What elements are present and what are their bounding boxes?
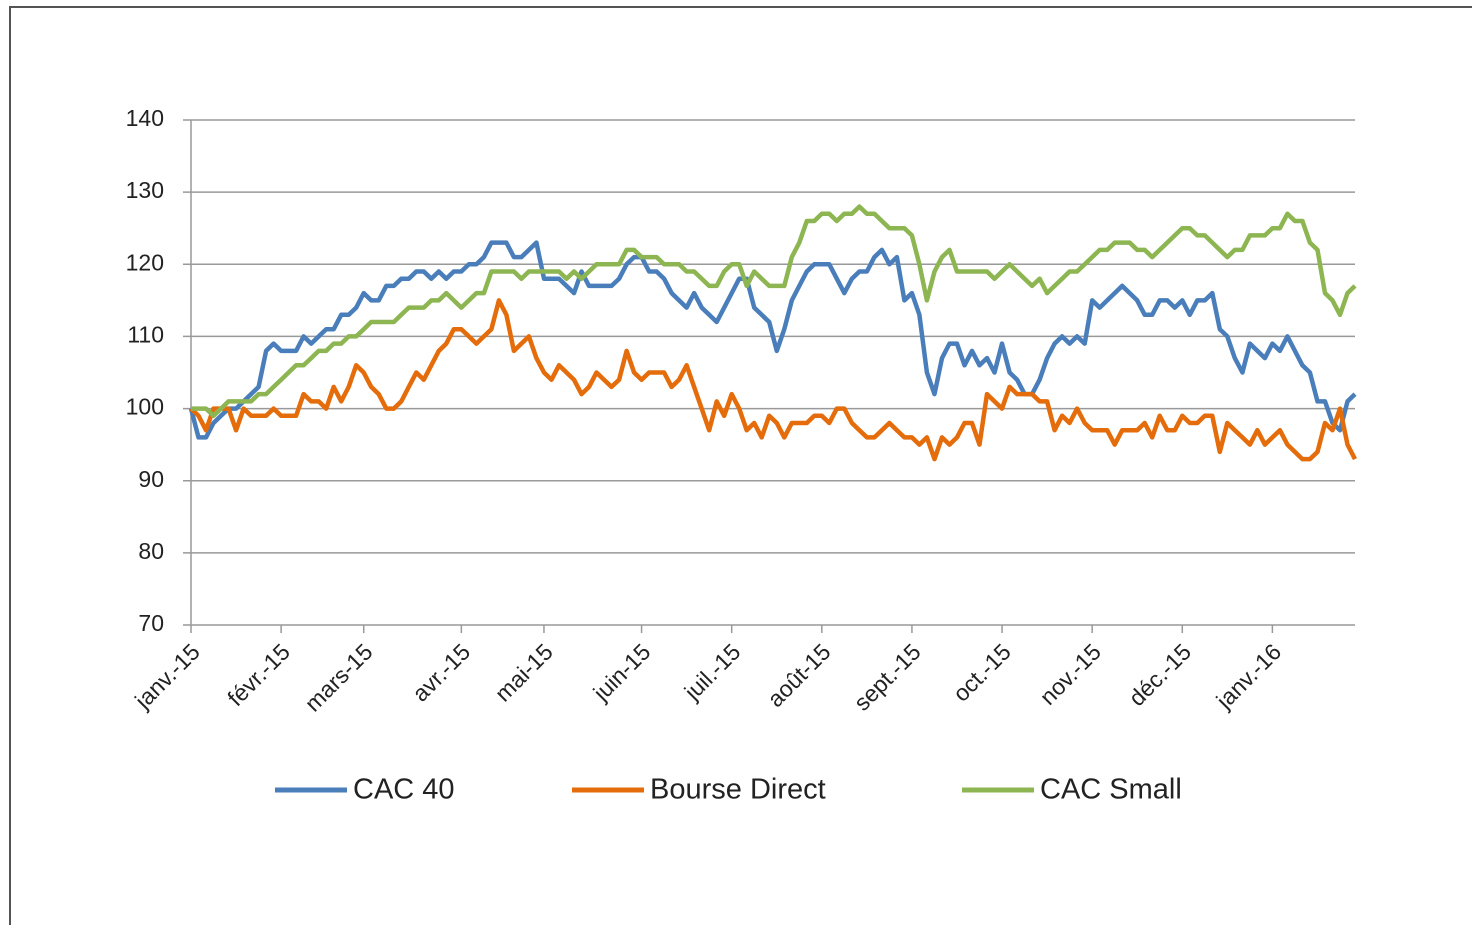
series-line <box>189 298 1357 462</box>
legend-label: CAC 40 <box>353 774 455 806</box>
series-line <box>188 240 1357 440</box>
y-tick-label: 100 <box>126 394 164 420</box>
y-tick-label: 120 <box>126 249 164 275</box>
y-tick-label: 140 <box>126 105 164 131</box>
series-line <box>191 204 1357 419</box>
chart-frame <box>9 6 1472 930</box>
y-tick-label: 80 <box>138 538 164 564</box>
y-tick-label: 90 <box>138 466 164 492</box>
y-tick-label: 70 <box>138 610 164 636</box>
legend-label: Bourse Direct <box>650 774 826 806</box>
y-tick-label: 110 <box>127 322 164 348</box>
y-tick-label: 130 <box>126 177 164 203</box>
legend-label: CAC Small <box>1040 774 1182 806</box>
